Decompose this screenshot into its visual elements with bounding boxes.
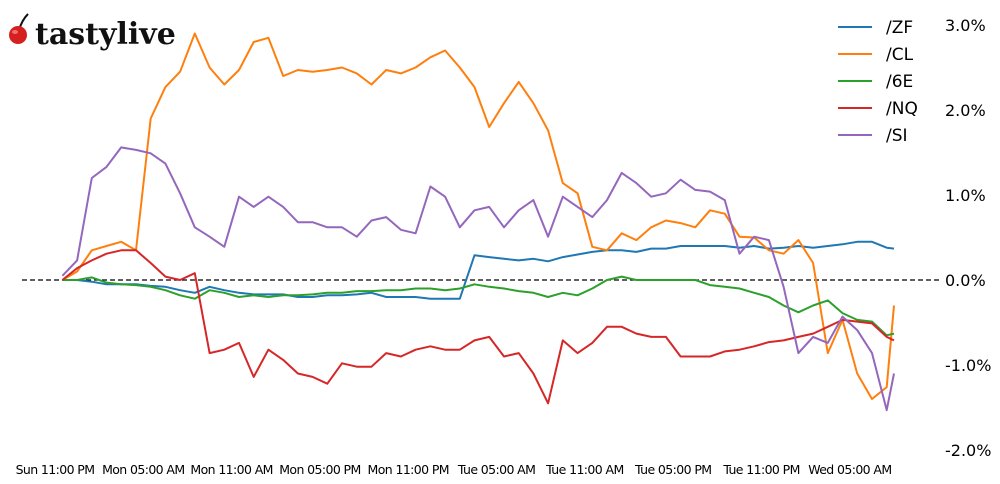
legend-label: /NQ bbox=[886, 99, 918, 119]
logo-text: tastylive bbox=[35, 17, 176, 52]
y-tick-label: 0.0% bbox=[945, 271, 986, 290]
series-line-nq bbox=[61, 249, 895, 405]
legend-label: /6E bbox=[886, 72, 913, 92]
x-tick-label: Mon 05:00 PM bbox=[279, 462, 360, 477]
x-axis: Sun 11:00 PM Mon 05:00 AM Mon 11:00 AM Mon … bbox=[16, 462, 893, 477]
series-line-cl bbox=[61, 32, 895, 400]
x-tick-label: Tue 11:00 AM bbox=[545, 462, 623, 477]
x-tick-label: Mon 05:00 AM bbox=[102, 462, 184, 477]
x-tick-label: Sun 11:00 PM bbox=[16, 462, 95, 477]
series-line-6e bbox=[62, 275, 895, 337]
series-layer bbox=[61, 32, 895, 412]
logo: tastylive bbox=[9, 13, 176, 52]
legend: /ZF/CL/6E/NQ/SI bbox=[838, 18, 918, 146]
legend-item: /CL bbox=[838, 45, 914, 65]
legend-item: /NQ bbox=[838, 99, 918, 119]
x-tick-label: Wed 05:00 AM bbox=[808, 462, 891, 477]
y-axis: 3.0% 2.0% 1.0% 0.0% -1.0% -2.0% bbox=[945, 16, 991, 460]
y-tick-label: 2.0% bbox=[945, 101, 986, 120]
legend-item: /ZF bbox=[838, 18, 913, 38]
legend-item: /SI bbox=[838, 126, 908, 146]
x-tick-label: Tue 05:00 AM bbox=[457, 462, 535, 477]
legend-label: /ZF bbox=[886, 18, 913, 38]
legend-item: /6E bbox=[838, 72, 913, 92]
x-tick-label: Tue 05:00 PM bbox=[634, 462, 711, 477]
cherry-icon bbox=[9, 13, 29, 44]
legend-label: /CL bbox=[886, 45, 914, 65]
y-tick-label: 3.0% bbox=[945, 16, 986, 35]
y-tick-label: -2.0% bbox=[945, 441, 991, 460]
series-line-zf bbox=[62, 240, 895, 300]
x-tick-label: Mon 11:00 PM bbox=[368, 462, 449, 477]
y-tick-label: -1.0% bbox=[945, 356, 991, 375]
legend-label: /SI bbox=[886, 126, 908, 146]
x-tick-label: Tue 11:00 PM bbox=[722, 462, 799, 477]
y-tick-label: 1.0% bbox=[945, 186, 986, 205]
series-line-si bbox=[61, 146, 895, 412]
x-tick-label: Mon 11:00 AM bbox=[190, 462, 272, 477]
